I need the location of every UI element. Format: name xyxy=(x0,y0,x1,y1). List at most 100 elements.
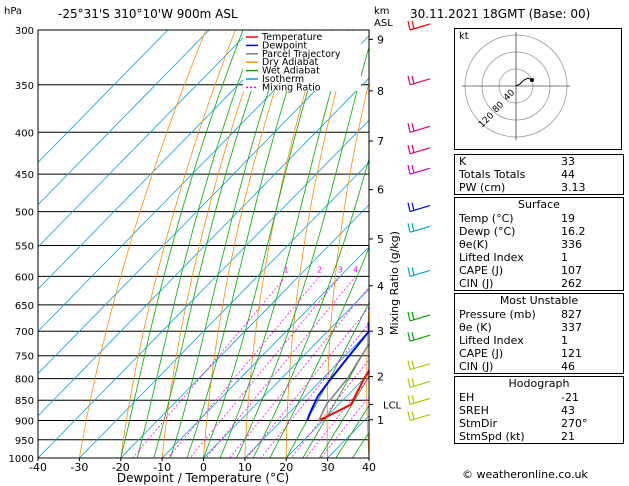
datetime-title: 30.11.2021 18GMT (Base: 00) xyxy=(410,7,590,21)
mixing-ratio-line xyxy=(305,377,369,458)
mixing-ratio-label: 10 xyxy=(402,265,412,274)
dewpoint-line xyxy=(306,322,369,421)
hodograph-trace xyxy=(515,77,533,87)
copyright-text: © weatheronline.co.uk xyxy=(462,468,588,481)
legend-entry: Dry Adiabat xyxy=(262,57,319,68)
pressure-label: 550 xyxy=(15,241,34,252)
wet-adiabat xyxy=(170,30,289,458)
temperature-line xyxy=(318,368,369,422)
wet-adiabat xyxy=(219,30,349,458)
x-tick-label: -40 xyxy=(29,461,47,474)
index-row: Pressure (mb) 827 xyxy=(459,308,582,321)
index-row: EH -21 xyxy=(459,391,579,404)
parcel-trajectory-line xyxy=(318,342,369,421)
index-row: Lifted Index 1 xyxy=(459,334,568,347)
mixing-ratio-label: 1 xyxy=(284,265,289,274)
hodograph: kt 40 80 120 xyxy=(454,28,622,150)
isotherm xyxy=(120,204,369,458)
surface-box: Surface Temp (°C) 19 Dewp (°C) 16.2 θe(K) 3… xyxy=(454,197,624,291)
isotherm xyxy=(161,246,369,458)
pressure-label: 650 xyxy=(15,301,34,312)
wind-barb xyxy=(407,223,431,233)
index-row: θe(K) 336 xyxy=(459,238,582,251)
isotherm xyxy=(38,30,293,290)
isotherm xyxy=(38,30,210,206)
km-label: 9 xyxy=(377,33,384,46)
isotherm xyxy=(38,30,251,248)
km-label: 1 xyxy=(377,414,384,427)
x-tick-label: -20 xyxy=(112,461,130,474)
km-label: 7 xyxy=(377,135,384,148)
dry-adiabat xyxy=(203,30,295,458)
dry-adiabat xyxy=(161,30,266,458)
index-row: Dewp (°C) 16.2 xyxy=(459,225,586,238)
mixing-ratio-label: 4 xyxy=(353,265,358,274)
wind-barb xyxy=(407,202,431,213)
hodograph-indices-box: Hodograph EH -21 SREH 43 StmDir 270° StmSpd… xyxy=(454,376,624,444)
km-label: 4 xyxy=(377,280,384,293)
wet-adiabat xyxy=(335,404,369,458)
index-row: SREH 43 xyxy=(459,404,575,417)
km-label: 6 xyxy=(377,184,384,197)
index-row: θe (K) 337 xyxy=(459,321,582,334)
legend-entry: Temperature xyxy=(261,32,322,43)
wind-barb xyxy=(407,123,431,133)
pressure-label: 900 xyxy=(15,417,34,428)
index-row: Totals Totals 44 xyxy=(459,168,575,181)
mixing-ratio-line xyxy=(290,359,369,458)
isotherm xyxy=(244,330,369,458)
wind-barb xyxy=(407,164,431,175)
index-row: CAPE (J) 107 xyxy=(459,264,582,277)
hodograph-frame xyxy=(454,28,622,150)
index-row: CIN (J) 262 xyxy=(459,277,582,290)
pressure-label: 300 xyxy=(15,26,34,37)
hodograph-unit: kt xyxy=(459,31,469,42)
x-tick-label: 0 xyxy=(200,461,207,474)
pressure-label: 950 xyxy=(15,436,34,447)
x-tick-label: 10 xyxy=(238,461,252,474)
legend-entry: Wet Adiabat xyxy=(262,66,320,77)
wet-adiabat xyxy=(153,30,273,458)
mixing-ratio-line xyxy=(229,286,369,458)
pressure-label: 500 xyxy=(15,208,34,219)
wind-barb xyxy=(407,395,431,405)
mixing-ratio-line xyxy=(167,276,320,458)
wet-adiabat xyxy=(136,30,258,458)
mixing-ratio-line xyxy=(132,276,287,458)
x-tick-label: 30 xyxy=(321,461,335,474)
legend-entry: Dewpoint xyxy=(262,40,307,51)
wind-barb xyxy=(407,75,431,86)
wet-adiabat xyxy=(319,375,369,458)
index-row: StmDir 270° xyxy=(459,417,588,430)
mixing-ratio-label: 2 xyxy=(317,265,322,274)
isotherm xyxy=(203,288,369,458)
mixing-ratio-label: 3 xyxy=(338,265,343,274)
general-indices-box: K 33 Totals Totals 44 PW (cm) 3.13 xyxy=(454,154,624,195)
wind-barb xyxy=(407,360,431,371)
indices-panel: K 33 Totals Totals 44 PW (cm) 3.13 Surface … xyxy=(454,154,624,446)
wet-adiabat xyxy=(203,30,327,458)
wind-barb xyxy=(407,311,431,322)
x-tick-label: 40 xyxy=(362,461,376,474)
legend-entry: Mixing Ratio xyxy=(262,82,321,93)
surface-title: Surface xyxy=(518,198,560,211)
wind-barb xyxy=(407,378,431,389)
storm-motion-dot xyxy=(530,78,534,82)
station-title: -25°31'S 310°10'W 900m ASL xyxy=(58,7,238,21)
pressure-label: 400 xyxy=(15,128,34,139)
x-tick-label: -30 xyxy=(70,461,88,474)
index-row: PW (cm) 3.13 xyxy=(459,181,586,194)
isotherm xyxy=(38,30,334,332)
x-tick-label: 20 xyxy=(279,461,293,474)
index-row: CIN (J) 46 xyxy=(459,360,575,373)
most-unstable-title: Most Unstable xyxy=(499,294,579,307)
left-axis-unit: hPa xyxy=(4,6,22,17)
wind-barb xyxy=(407,20,431,31)
km-label: 2 xyxy=(377,370,384,383)
isotherm xyxy=(38,35,369,375)
wind-barb xyxy=(407,144,431,155)
wet-adiabat xyxy=(269,246,369,458)
isotherm xyxy=(38,77,369,417)
km-label: 8 xyxy=(377,85,384,98)
